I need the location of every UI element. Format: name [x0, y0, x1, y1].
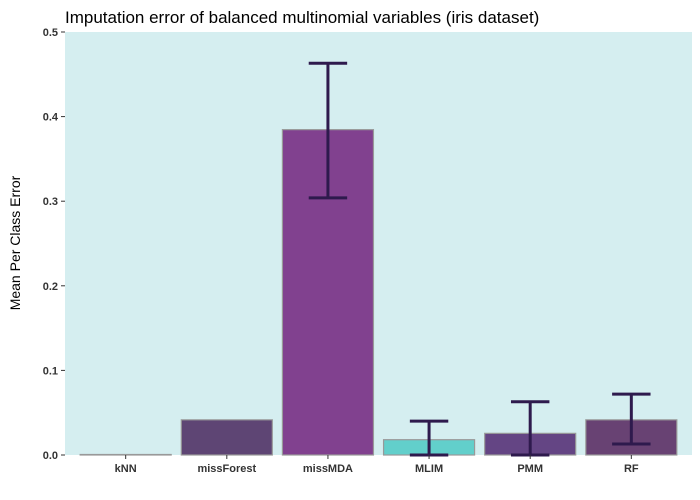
- plot-background: [65, 32, 692, 455]
- y-tick-label: 0.4: [43, 112, 59, 124]
- bar-kNN: [79, 453, 172, 456]
- y-tick-label: 0.1: [43, 365, 58, 377]
- bar-missForest: [180, 419, 273, 456]
- x-tick-label: RF: [624, 463, 639, 475]
- x-tick-label: missForest: [197, 463, 256, 475]
- x-tick-label: MLIM: [415, 463, 443, 475]
- y-axis-label: Mean Per Class Error: [7, 175, 23, 310]
- x-tick-label: PMM: [517, 463, 543, 475]
- x-tick-label: kNN: [115, 463, 137, 475]
- x-tick-label: missMDA: [303, 463, 353, 475]
- y-tick-label: 0.0: [43, 450, 58, 462]
- y-tick-label: 0.3: [43, 196, 58, 208]
- y-tick-label: 0.5: [43, 27, 58, 39]
- chart-title: Imputation error of balanced multinomial…: [65, 8, 539, 27]
- y-tick-label: 0.2: [43, 281, 58, 293]
